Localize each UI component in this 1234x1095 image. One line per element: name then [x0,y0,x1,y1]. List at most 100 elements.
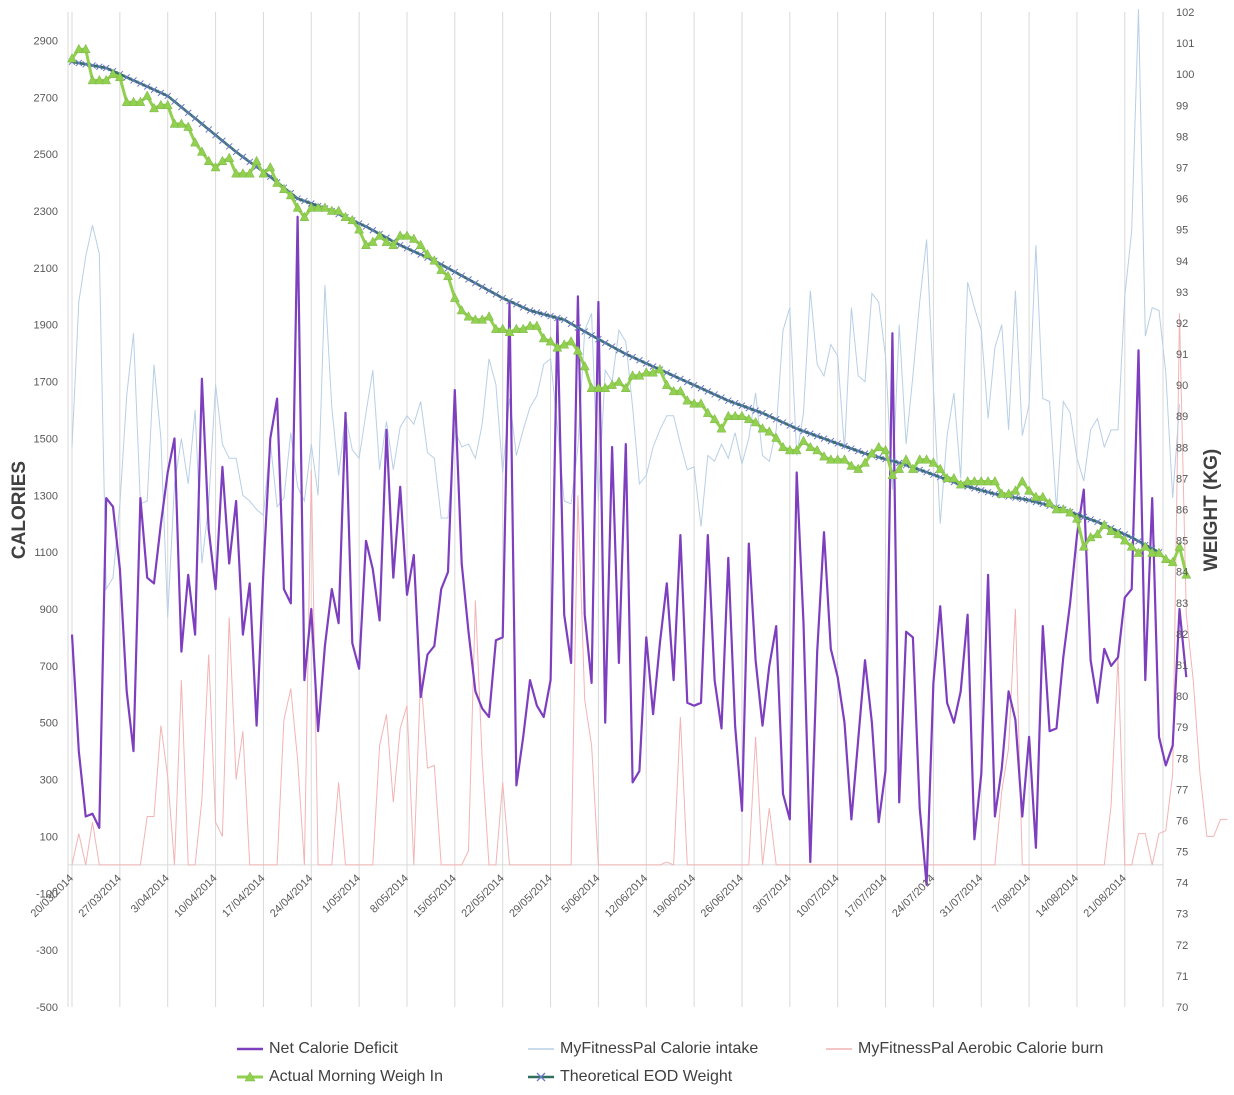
actual-weigh-in-marker [873,441,884,452]
actual-weigh-in-line [70,47,1188,576]
theoretical-weight-marker [848,445,855,452]
theoretical-weight-marker [854,447,862,455]
y-right-tick-label: 76 [1176,815,1188,827]
gridlines [71,12,1126,1007]
theoretical-weight-marker [991,490,999,498]
actual-weigh-in-marker [402,230,412,240]
actual-weigh-in-marker [190,137,200,147]
legend-swatch-theoretical-weight [528,1072,554,1082]
actual-weigh-in-marker [996,488,1007,498]
actual-weigh-in-marker [504,326,515,337]
y-right-tick-label: 100 [1176,69,1194,81]
theoretical-weight-marker [533,309,541,316]
actual-weigh-in-marker [1160,553,1171,563]
y-left-axis-title: CALORIES [9,461,30,559]
actual-weigh-in-marker [545,336,556,346]
theoretical-weight-marker [916,466,924,474]
actual-weigh-in-marker [620,382,631,392]
y-right-tick-label: 102 [1176,7,1194,19]
actual-weigh-in-marker [935,463,946,473]
theoretical-weight-marker [834,440,842,447]
actual-weigh-in-marker [320,202,330,212]
actual-weigh-in-marker [73,43,84,54]
x-tick-label: 3/07/2014 [751,872,794,915]
series-calorie-intake [71,9,1180,618]
y-right-tick-label: 96 [1176,194,1188,206]
theoretical-weight-marker [1135,537,1142,545]
y-left-tick-label: 2700 [34,92,58,104]
theoretical-weight-marker [861,450,869,457]
theoretical-weight-marker [225,142,233,150]
theoretical-weight-marker [492,290,500,298]
actual-weigh-in-marker [422,248,433,259]
actual-weigh-in-marker [812,444,823,455]
theoretical-weight-marker [198,120,206,128]
actual-weigh-in-marker [203,155,214,165]
x-tick-label: 15/05/2014 [412,872,459,919]
theoretical-weight-marker [1121,531,1129,538]
theoretical-weight-marker [971,485,978,492]
actual-weigh-in-marker [388,239,399,249]
y-right-tick-label: 101 [1176,38,1194,50]
legend-swatch-calorie-intake [528,1048,554,1050]
theoretical-weight-marker [95,63,103,71]
theoretical-weight-marker [663,369,671,377]
actual-weigh-in-marker [169,118,180,128]
actual-weigh-in-marker [531,320,542,330]
theoretical-weight-marker [622,350,630,358]
theoretical-weight-marker [677,375,684,383]
theoretical-weight-marker [1128,534,1136,541]
actual-weigh-in-marker [860,457,870,467]
actual-weigh-in-marker [702,407,713,417]
y-left-tick-label: 2100 [34,263,58,275]
actual-weigh-in-marker [743,413,754,424]
actual-weigh-in-marker [224,152,235,162]
theoretical-weight-marker [765,412,773,420]
theoretical-weight-marker [164,92,172,100]
y-left-tick-label: 1700 [34,377,58,389]
x-tick-label: 22/05/2014 [459,872,506,919]
theoretical-weight-marker [690,381,698,389]
theoretical-weight-marker [75,59,83,67]
actual-weigh-in-marker [1126,541,1137,551]
actual-weigh-in-marker [552,342,563,352]
theoretical-weight-marker [396,241,404,249]
theoretical-weight-marker [205,126,213,133]
actual-weigh-in-marker [217,155,228,165]
actual-weigh-in-marker [367,236,378,246]
x-tick-label: 24/07/2014 [890,872,937,919]
theoretical-weight-marker [560,316,568,324]
x-tick-label: 21/08/2014 [1082,872,1129,919]
y-left-tick-label: -100 [36,888,58,900]
legend-actual-weigh-in: Actual Morning Weigh In [235,1068,443,1086]
x-tick-label: 1/05/2014 [320,872,363,915]
actual-weigh-in-marker [771,432,782,442]
actual-weigh-in-marker [737,410,747,420]
actual-weigh-in-marker [142,90,153,100]
y-left-tick-label: -500 [36,1002,58,1014]
actual-weigh-in-marker [237,168,248,178]
y-right-tick-label: 84 [1176,567,1188,579]
y-right-tick-label: 83 [1176,598,1188,610]
legend-label: Actual Morning Weigh In [269,1068,444,1085]
theoretical-weight-marker [178,103,185,111]
actual-weigh-in-marker [1003,488,1014,498]
actual-weigh-in-marker [361,239,371,249]
legend-swatch-actual-weigh-in [237,1071,263,1082]
actual-weigh-in-marker [326,205,337,215]
actual-weigh-in-marker [928,457,939,467]
legend-label: MyFitnessPal Calorie intake [560,1040,759,1057]
actual-weigh-in-marker [251,155,262,165]
theoretical-weight-marker [923,468,930,476]
actual-weigh-in-marker [914,454,925,464]
actual-weigh-in-marker [1058,503,1069,514]
actual-weigh-in-marker [791,444,802,455]
theoretical-weight-marker [478,283,486,291]
theoretical-weight-marker [670,372,677,380]
actual-weigh-in-marker [1140,541,1151,551]
theoretical-weight-marker [417,251,425,258]
actual-weigh-in-marker [661,379,672,389]
actual-weigh-in-marker [682,395,693,405]
actual-weigh-in-marker [955,479,966,489]
x-tick-labels: 20/03/2014 27/03/2014 3/04/2014 10/04/2014 1… [29,872,1129,919]
